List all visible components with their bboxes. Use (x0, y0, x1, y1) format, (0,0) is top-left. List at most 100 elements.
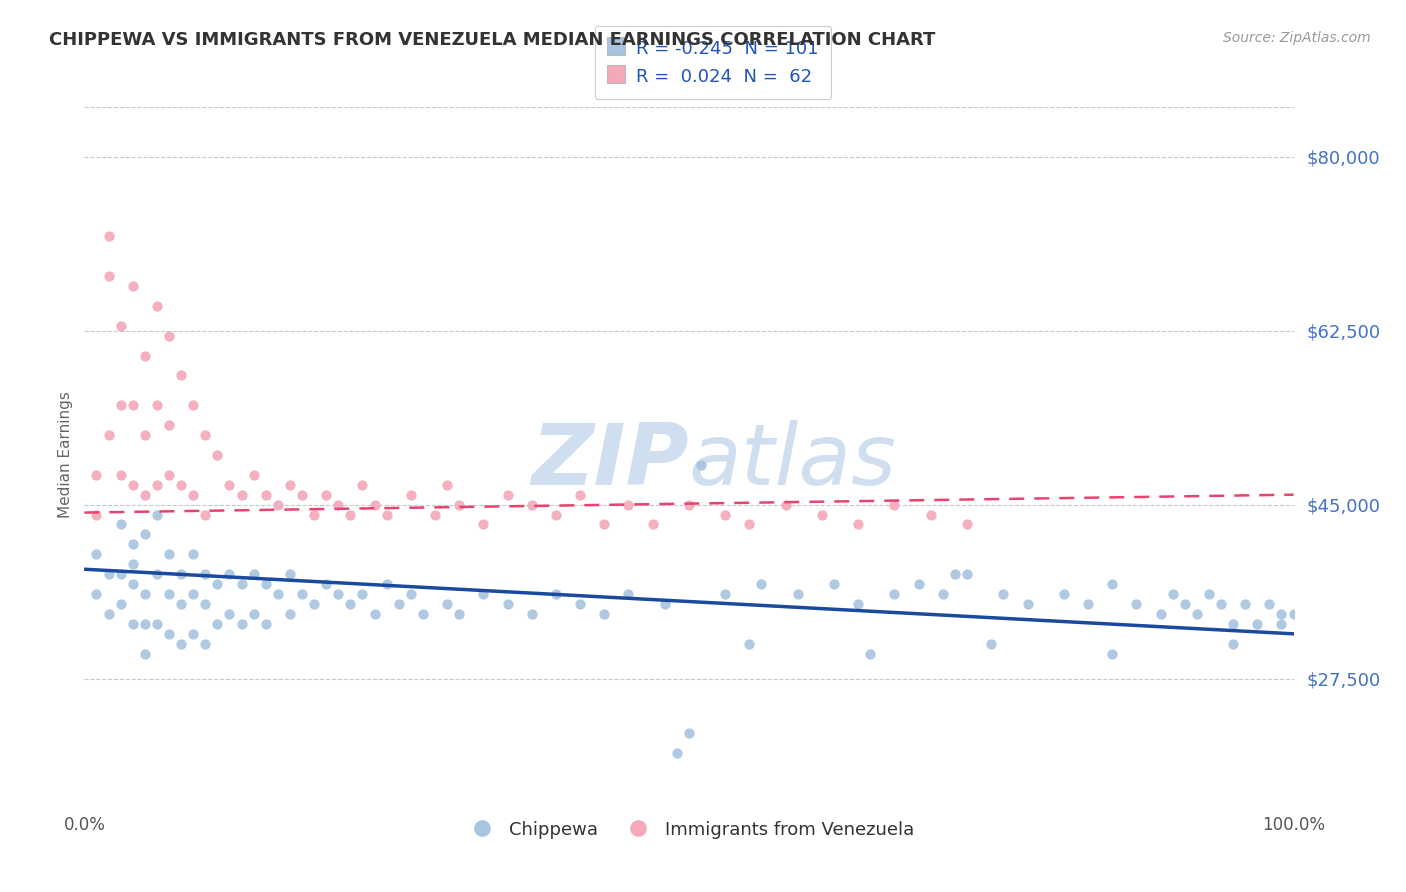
Point (352, 587, 374, 601)
Point (859, 647, 882, 661)
Point (1149, 607, 1171, 621)
Point (218, 607, 240, 621)
Point (1101, 577, 1123, 591)
Point (1017, 597, 1039, 611)
Text: CHIPPEWA VS IMMIGRANTS FROM VENEZUELA MEDIAN EARNINGS CORRELATION CHART: CHIPPEWA VS IMMIGRANTS FROM VENEZUELA ME… (49, 31, 935, 49)
Point (278, 567, 301, 582)
Point (218, 477, 240, 491)
Point (146, 477, 169, 491)
Point (883, 498, 905, 512)
Point (993, 587, 1015, 601)
Point (1270, 616, 1292, 631)
Point (194, 597, 217, 611)
Point (544, 587, 567, 601)
Point (496, 488, 519, 502)
Point (121, 577, 143, 591)
Point (520, 498, 543, 512)
Point (714, 587, 737, 601)
Point (617, 587, 640, 601)
Point (786, 587, 808, 601)
Point (980, 637, 1002, 651)
Point (1125, 597, 1147, 611)
Point (846, 517, 869, 532)
Point (121, 616, 143, 631)
Point (412, 607, 434, 621)
Point (1174, 597, 1197, 611)
Point (654, 597, 676, 611)
Point (121, 558, 143, 572)
Point (363, 498, 385, 512)
Point (738, 637, 761, 651)
Point (110, 318, 132, 333)
Point (339, 597, 361, 611)
Point (146, 616, 169, 631)
Point (1282, 607, 1305, 621)
Point (714, 508, 737, 522)
Point (352, 477, 374, 491)
Point (134, 587, 156, 601)
Point (170, 477, 193, 491)
Point (146, 567, 169, 582)
Point (328, 587, 350, 601)
Point (242, 567, 264, 582)
Point (363, 607, 385, 621)
Point (1234, 597, 1257, 611)
Point (1161, 587, 1184, 601)
Point (170, 637, 193, 651)
Text: Source: ZipAtlas.com: Source: ZipAtlas.com (1223, 31, 1371, 45)
Point (110, 567, 132, 582)
Point (423, 508, 446, 522)
Point (943, 567, 966, 582)
Point (846, 597, 869, 611)
Point (328, 498, 350, 512)
Point (375, 508, 398, 522)
Point (157, 418, 180, 433)
Point (907, 577, 929, 591)
Point (121, 398, 143, 412)
Point (267, 498, 290, 512)
Point (170, 567, 193, 582)
Point (472, 517, 495, 532)
Point (1198, 587, 1220, 601)
Point (121, 279, 143, 293)
Point (375, 577, 398, 591)
Point (436, 597, 458, 611)
Point (170, 597, 193, 611)
Point (496, 597, 519, 611)
Point (86, 508, 108, 522)
Point (146, 299, 169, 313)
Point (665, 746, 688, 760)
Point (207, 448, 229, 462)
Point (544, 508, 567, 522)
Point (254, 488, 277, 502)
Point (110, 517, 132, 532)
Text: ZIP: ZIP (531, 420, 689, 503)
Point (86, 547, 108, 561)
Point (157, 328, 180, 343)
Point (436, 477, 458, 491)
Point (254, 577, 277, 591)
Point (97, 428, 120, 442)
Point (1222, 637, 1244, 651)
Point (1209, 597, 1232, 611)
Point (134, 349, 156, 363)
Point (593, 607, 616, 621)
Point (134, 488, 156, 502)
Point (1222, 616, 1244, 631)
Text: atlas: atlas (689, 420, 897, 503)
Point (121, 537, 143, 551)
Point (1185, 607, 1208, 621)
Point (678, 726, 700, 740)
Point (97, 229, 120, 244)
Point (134, 527, 156, 541)
Point (569, 488, 592, 502)
Point (449, 607, 471, 621)
Point (97, 607, 120, 621)
Point (302, 508, 325, 522)
Point (242, 467, 264, 482)
Point (146, 508, 169, 522)
Point (194, 567, 217, 582)
Point (1246, 616, 1268, 631)
Point (278, 607, 301, 621)
Point (157, 467, 180, 482)
